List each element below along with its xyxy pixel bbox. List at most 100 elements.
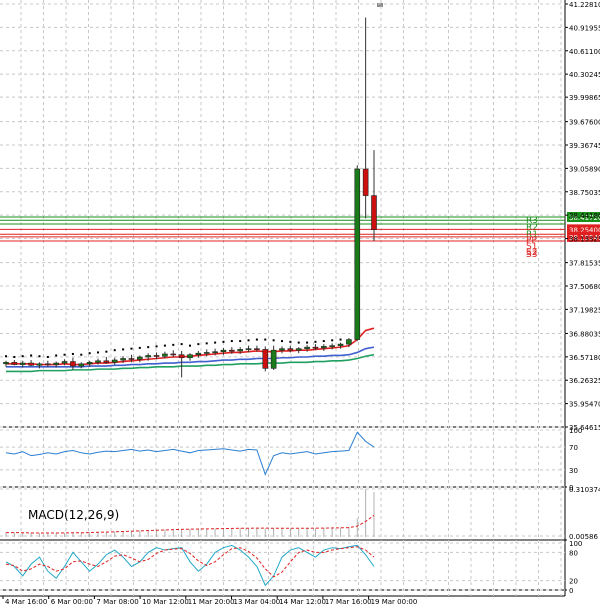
indicator-dot [130,347,133,350]
candle-bull [245,348,252,350]
indicator-dot [172,343,175,346]
stochastic-line-1 [5,546,375,578]
price-tick-label: 38.44180 [569,212,600,220]
candle-bull [19,362,26,365]
macd-line-0 [6,514,375,534]
ma-line-1 [6,346,375,368]
indicator-dot [331,339,334,342]
candle-bear [170,353,177,356]
candle-bull [354,168,361,340]
indicator-dot [322,340,325,343]
ma-line-2 [6,353,375,373]
price-tick-label: 35.64615 [569,424,600,432]
indicator-dot [30,354,33,357]
indicator-dot [71,352,74,355]
level-price-box [567,231,600,242]
price-tick-label: 36.88035 [569,330,600,338]
price-tick-label: 40.91955 [569,24,600,32]
candle-bull [111,359,118,363]
candle-bear [287,348,294,351]
macd-tick-label: 0.00586 [569,533,598,541]
indicator-dot [21,355,24,358]
candle-bull [145,355,151,358]
level-label-s2: S2 [526,248,537,258]
price-tick-label: 39.99865 [569,94,600,102]
candle-bull [337,343,344,346]
shift-marker [377,3,383,7]
candle-bull [53,362,59,365]
indicator-series [5,431,375,587]
level-price-label: 38.41720 [569,214,600,222]
time-tick-label: 13 Mar 04:00 [234,598,281,606]
indicator-dot [5,355,7,358]
indicator-dot [339,338,342,341]
candle-bull [137,356,143,360]
level-label-r2: R2 [526,223,538,233]
stochastic-tick-label: 80 [569,549,578,557]
indicator-dot [97,351,99,354]
candle-bull [86,361,93,365]
candle-bear [103,360,110,363]
candle-bear [254,348,260,350]
candle-bull [203,352,210,354]
rsi-tick-label: 100 [569,427,582,435]
candle-bull [212,351,218,353]
indicator-dot [230,340,233,343]
candle-bull [95,360,101,363]
candle-bear [262,349,269,369]
indicator-dot [180,343,183,346]
stochastic-tick-label: 20 [569,578,578,586]
candle-bear [312,346,319,349]
indicator-dot [155,345,158,348]
price-tick-label: 39.36745 [569,142,600,150]
level-label-r3: R3 [526,216,538,226]
indicator-dot [255,338,258,341]
indicator-dot [239,340,242,343]
indicator-dot [289,340,292,343]
candle-bull [304,346,310,349]
indicator-dot [163,344,166,347]
macd-tick-label: 0.310374 [569,486,600,494]
candle-bull [270,349,277,369]
indicator-dot [281,340,283,343]
stochastic-tick-label: 100 [569,540,582,548]
macd-title: MACD(12,26,9) [28,508,119,522]
time-tick-label: 7 Mar 08:00 [96,598,138,606]
level-label-s1: S1 [526,242,537,252]
price-tick-label: 38.75035 [569,189,600,197]
candle-bull [3,361,9,365]
indicator-dot [88,352,91,355]
indicator-dot [13,355,16,358]
price-tick-label: 38.13325 [569,236,600,244]
price-axis: 41.22810 40.91955 40.61100 40.30245 39.99865… [565,1,600,432]
rsi-tick-label: 30 [569,467,578,475]
dotted-indicator [5,338,350,358]
candle-bear [362,168,369,196]
indicator-dot [205,342,208,345]
indicator-dot [214,341,217,344]
price-tick-label: 39.05890 [569,165,600,173]
price-tick-label: 37.19825 [569,306,600,314]
price-tick-label: 37.81535 [569,260,600,268]
candle-bear [70,361,76,367]
level-price-box [567,212,600,223]
indicator-dot [63,353,66,356]
indicator-dot [247,339,250,342]
candle-bull [36,363,43,366]
indicator-dot [272,339,275,342]
candle-bull [195,352,202,356]
level-price-label: 38.15540 [569,234,600,242]
time-tick-label: 10 Mar 12:00 [142,598,189,606]
indicator-dot [138,346,141,349]
candle-bull [295,348,302,351]
candle-bull [329,345,335,347]
candle-bear [371,195,377,230]
indicator-dot [197,343,200,346]
candle-bull [187,354,193,359]
candle-bull [162,353,168,357]
price-tick-label: 35.95470 [569,401,600,409]
time-tick-label: 14 Mar 12:00 [279,598,326,606]
